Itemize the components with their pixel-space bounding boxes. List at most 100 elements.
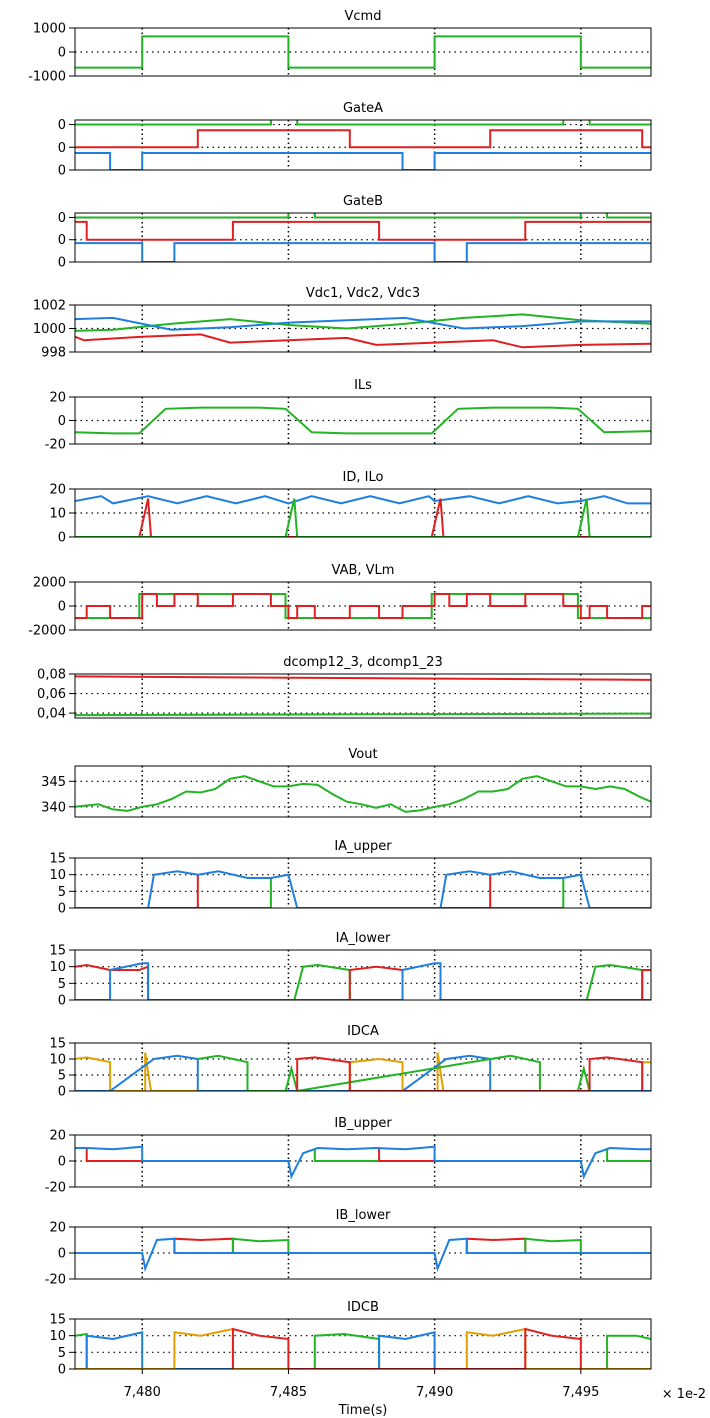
series-group <box>75 1237 651 1273</box>
panel-9: Vout 345 340 <box>41 747 652 818</box>
series-line-green <box>75 498 651 537</box>
series-group <box>75 870 651 908</box>
x-tick-label: 7,485 <box>270 1385 307 1400</box>
panel-title: IA_lower <box>336 931 391 946</box>
y-tick-label: 10 <box>49 1329 66 1344</box>
y-tick-label: 0 <box>58 211 66 226</box>
y-tick-label: 0 <box>58 46 66 61</box>
y-tick-label: 0 <box>58 531 66 546</box>
series-line-green <box>197 1054 591 1091</box>
y-tick-label: 0 <box>58 164 66 179</box>
series-line-orange <box>75 1052 651 1091</box>
panel-title: dcomp12_3, dcomp1_23 <box>283 655 442 670</box>
y-tick-label: -20 <box>45 1273 66 1288</box>
panel-title: IB_upper <box>334 1116 392 1131</box>
plot-frame <box>74 396 652 445</box>
x-tick-label: 7,480 <box>124 1385 161 1400</box>
series-line-blue <box>75 316 651 331</box>
y-tick-label: 5 <box>58 885 66 900</box>
series-line-red <box>378 1148 435 1162</box>
series-line-blue <box>75 152 651 170</box>
panel-title: Vcmd <box>345 9 382 24</box>
series-group <box>75 1145 651 1180</box>
y-tick-label: 20 <box>49 483 66 498</box>
y-tick-label: 0,08 <box>37 668 66 683</box>
series-line-red <box>173 1237 234 1253</box>
y-tick-label: 0 <box>58 600 66 615</box>
series-line-green <box>197 878 272 908</box>
plot-frame <box>74 119 652 171</box>
series-line-green <box>524 1237 582 1253</box>
series-line-red <box>75 333 651 349</box>
y-tick-label: 20 <box>49 1129 66 1144</box>
plot-frame <box>74 581 652 631</box>
series-line-green <box>75 213 651 219</box>
plot-frame <box>74 27 652 77</box>
y-tick-label: 0,06 <box>37 687 66 702</box>
y-tick-label: 10 <box>49 507 66 522</box>
plot-frame <box>74 857 652 909</box>
series-line-green <box>75 35 651 69</box>
y-tick-label: -1000 <box>28 70 66 85</box>
plot-frame <box>74 1318 652 1370</box>
series-line-blue <box>75 495 651 505</box>
panel-5: ILs 20 0 -20 <box>45 378 652 453</box>
series-group <box>75 593 651 619</box>
series-group <box>75 213 651 262</box>
series-line-green <box>75 406 651 435</box>
y-tick-label: 0 <box>58 1247 66 1262</box>
y-tick-label: -20 <box>45 438 66 453</box>
y-tick-label: 10 <box>49 1053 66 1068</box>
panel-title: GateB <box>343 194 383 209</box>
panel-13: IB_upper 20 0 -20 <box>45 1116 652 1196</box>
y-tick-label: 0 <box>58 256 66 271</box>
panel-title: VAB, VLm <box>332 563 395 578</box>
y-tick-label: 2000 <box>33 576 66 591</box>
series-line-red <box>231 1327 582 1369</box>
x-axis-label: Time(s) <box>338 1403 388 1418</box>
y-tick-label: 0 <box>58 994 66 1009</box>
series-line-green <box>606 1148 651 1162</box>
y-tick-label: 1000 <box>33 322 66 337</box>
series-line-red <box>75 129 651 149</box>
series-line-orange <box>75 1327 651 1369</box>
series-group <box>75 35 651 69</box>
panel-title: IA_upper <box>334 839 392 854</box>
x-axis-multiplier: × 1e-2 <box>662 1387 706 1402</box>
y-tick-label: 0 <box>58 902 66 917</box>
x-tick-label: 7,490 <box>416 1385 453 1400</box>
y-tick-label: 15 <box>49 852 66 867</box>
series-line-green <box>75 775 651 813</box>
panel-title: Vout <box>348 747 377 762</box>
y-tick-label: 20 <box>49 391 66 406</box>
plot-frame <box>74 212 652 263</box>
series-line-red <box>85 1148 143 1162</box>
y-tick-label: 1000 <box>33 22 66 37</box>
series-group <box>75 495 651 537</box>
series-line-blue <box>75 870 651 908</box>
series-line-red <box>75 675 651 681</box>
series-line-green <box>231 1237 290 1253</box>
y-tick-label: 20 <box>49 1221 66 1236</box>
series-line-blue <box>75 242 651 262</box>
panel-7: VAB, VLm 2000 0 -2000 <box>28 563 652 639</box>
plot-frame <box>74 949 652 1001</box>
y-tick-label: 5 <box>58 1346 66 1361</box>
plot-frame <box>74 304 652 353</box>
y-tick-label: 0 <box>58 141 66 156</box>
panel-3: GateB 0 0 0 <box>58 194 652 271</box>
series-group <box>75 120 651 170</box>
panel-2: GateA 0 0 0 <box>58 101 652 179</box>
series-line-red <box>75 220 651 241</box>
panel-title: ID, ILo <box>343 470 384 485</box>
series-line-red <box>465 1237 527 1253</box>
series-line-blue <box>75 1237 651 1273</box>
series-line-red <box>641 969 651 1000</box>
panel-6: ID, ILo 20 10 0 <box>49 470 652 546</box>
y-tick-label: 15 <box>49 1313 66 1328</box>
y-tick-label: 1002 <box>33 299 66 314</box>
